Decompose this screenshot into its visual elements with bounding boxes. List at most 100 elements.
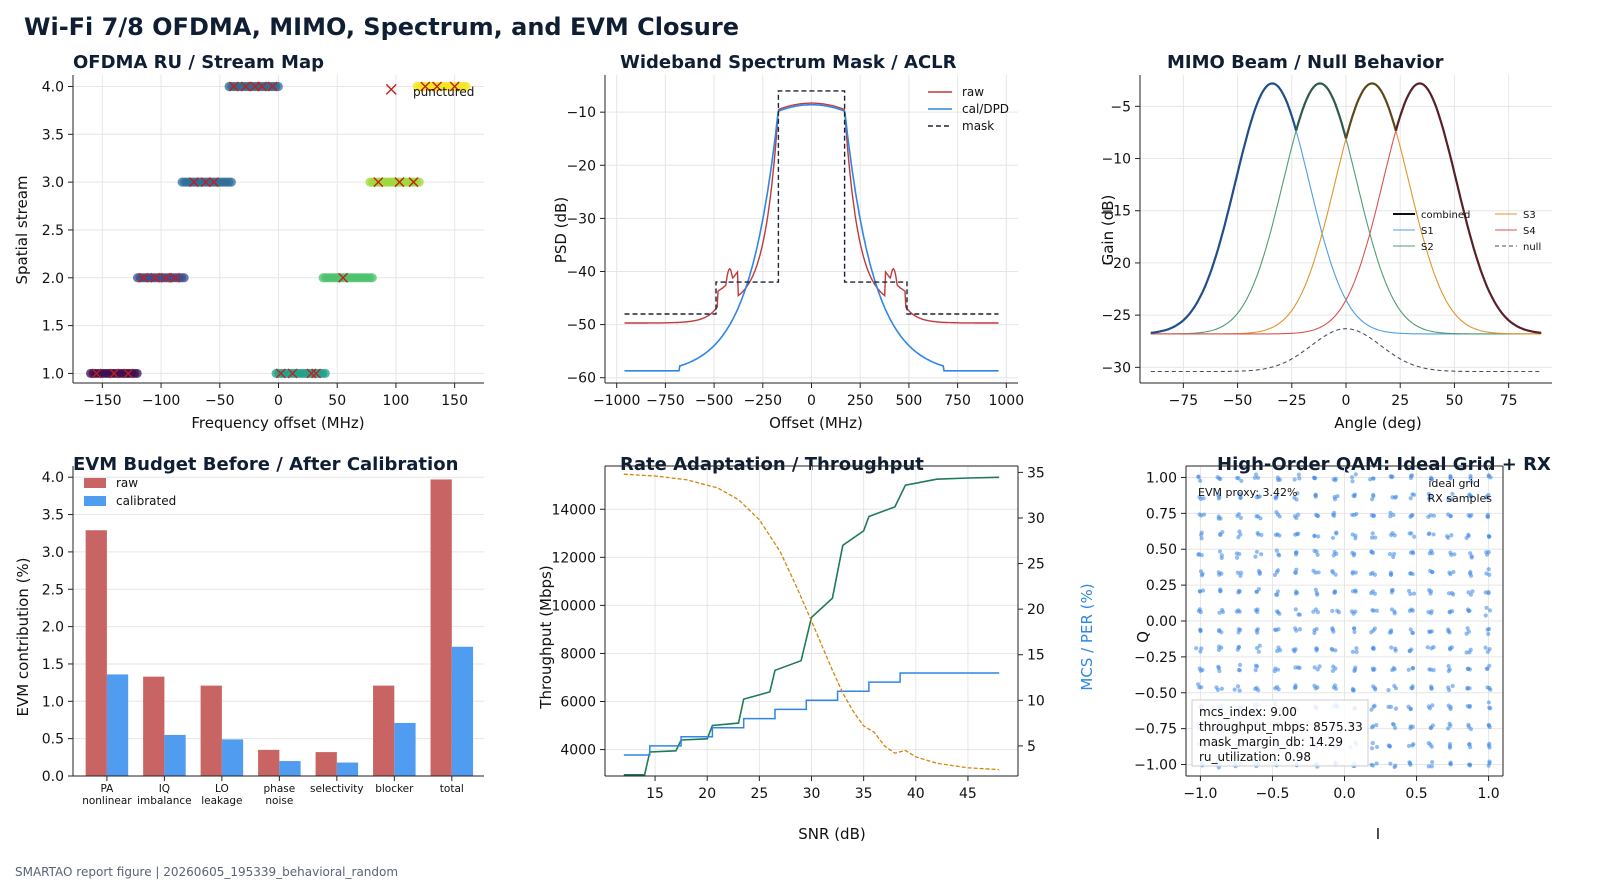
evm-bar-raw (430, 479, 452, 776)
ofdma-ytick-label: 4.0 (42, 79, 64, 95)
rx-sample-point (1234, 551, 1239, 556)
rx-sample-point (1254, 589, 1259, 594)
evm-bar-raw (373, 685, 395, 776)
rx-sample-point (1369, 746, 1375, 751)
rx-sample-point (1256, 532, 1261, 537)
rx-sample-point (1429, 476, 1434, 481)
ru-error-marker (228, 81, 239, 92)
rx-sample-point (1330, 626, 1335, 631)
ru-error-marker (338, 272, 349, 283)
rx-sample-point (1370, 608, 1375, 613)
ru-error-marker (170, 272, 181, 283)
rx-sample-point (1393, 763, 1398, 768)
rx-sample-point (1487, 663, 1492, 668)
rx-sample-point (1410, 724, 1415, 729)
rx-sample-point (1294, 567, 1299, 572)
rx-sample-point (1238, 491, 1243, 497)
rx-sample-point (1276, 552, 1281, 557)
qam-legend-ideal: ideal grid (1428, 477, 1480, 490)
mimo-ytick-label: −25 (1101, 308, 1131, 324)
mimo-ytick-label: −10 (1101, 152, 1131, 168)
rx-sample-point (1427, 551, 1432, 556)
ofdma-ytick-label: 1.5 (42, 319, 64, 335)
rx-sample-point (1409, 473, 1414, 478)
rx-sample-point (1257, 570, 1262, 575)
rx-sample-point (1446, 664, 1451, 669)
rx-sample-point (1216, 496, 1221, 501)
rx-sample-point (1273, 532, 1278, 537)
rx-sample-point (1446, 688, 1452, 693)
rx-sample-point (1410, 571, 1415, 577)
metric-line: throughput_mbps: 8575.33 (1199, 720, 1363, 734)
rx-sample-point (1388, 514, 1393, 519)
qam-xlabel: I (1376, 825, 1380, 843)
rx-sample-point (1464, 631, 1469, 636)
rx-sample-point (1330, 668, 1335, 674)
rx-sample-point (1468, 726, 1474, 732)
rx-sample-point (1468, 476, 1473, 481)
ru-error-marker (200, 177, 211, 188)
rx-sample-point (1274, 509, 1279, 515)
evm-category-label: nonlinear (82, 795, 132, 807)
rx-sample-point (1256, 688, 1261, 693)
evm-ytick-label: 1.0 (42, 694, 64, 710)
evm-bar-raw (258, 749, 280, 776)
rx-sample-point (1354, 649, 1359, 655)
rx-sample-point (1199, 553, 1204, 558)
rx-sample-point (1388, 510, 1393, 516)
rx-sample-point (1218, 588, 1223, 593)
metric-line: ru_utilization: 0.98 (1199, 750, 1311, 764)
evm-category-label: total (440, 783, 464, 795)
rx-sample-point (1431, 532, 1436, 537)
rate-xtick-label: 45 (959, 786, 977, 802)
rx-sample-point (1235, 513, 1240, 518)
qam-xtick-label: 0.0 (1333, 786, 1355, 802)
rx-sample-point (1430, 760, 1435, 765)
rx-sample-point (1198, 609, 1203, 615)
ru-error-marker (267, 81, 278, 92)
cal-psd-line (624, 103, 999, 372)
ofdma-xtick-label: −50 (205, 393, 235, 409)
rx-sample-point (1255, 627, 1260, 632)
rx-sample-point (1431, 513, 1437, 518)
rx-sample-point (1198, 649, 1203, 654)
rx-sample-point (1373, 687, 1378, 692)
rx-sample-point (1277, 514, 1282, 519)
spectrum-xtick-label: −1000 (593, 393, 640, 409)
rx-sample-point (1238, 495, 1243, 500)
rx-sample-point (1483, 613, 1488, 618)
rx-sample-point (1277, 477, 1283, 482)
rx-sample-point (1291, 647, 1296, 652)
rx-sample-point (1197, 589, 1203, 594)
rx-sample-point (1486, 743, 1491, 748)
rx-sample-point (1371, 494, 1376, 499)
rx-sample-point (1297, 627, 1303, 632)
rate-ytick-label: 4000 (560, 743, 596, 759)
rx-sample-point (1349, 475, 1355, 480)
rx-sample-point (1253, 667, 1258, 673)
rx-sample-point (1392, 609, 1397, 614)
mimo-legend-label: combined (1421, 210, 1470, 221)
rx-sample-point (1469, 554, 1474, 559)
ofdma-ytick-label: 2.0 (42, 271, 64, 287)
evm-category-label: noise (265, 795, 293, 807)
rx-sample-point (1253, 554, 1258, 559)
ofdma-xlabel: Frequency offset (MHz) (191, 414, 364, 432)
rx-sample-point (1257, 494, 1262, 499)
rx-sample-point (1407, 648, 1413, 653)
spectrum-ytick-label: −30 (566, 211, 596, 227)
ru-error-marker (394, 177, 405, 188)
rx-sample-point (1408, 496, 1413, 501)
rx-sample-point (1429, 764, 1434, 769)
evm-category-label: selectivity (310, 783, 364, 795)
rx-sample-point (1369, 590, 1374, 596)
rx-sample-point (1370, 570, 1375, 575)
rx-sample-point (1334, 530, 1339, 535)
rx-sample-point (1448, 760, 1453, 765)
evm-ytick-label: 2.5 (42, 582, 64, 598)
qam-ytick-label: 0.25 (1146, 578, 1177, 594)
rx-sample-point (1199, 530, 1204, 535)
qam-ytick-label: 1.00 (1146, 470, 1177, 486)
rate-xtick-label: 15 (646, 786, 664, 802)
rx-sample-point (1470, 589, 1475, 594)
